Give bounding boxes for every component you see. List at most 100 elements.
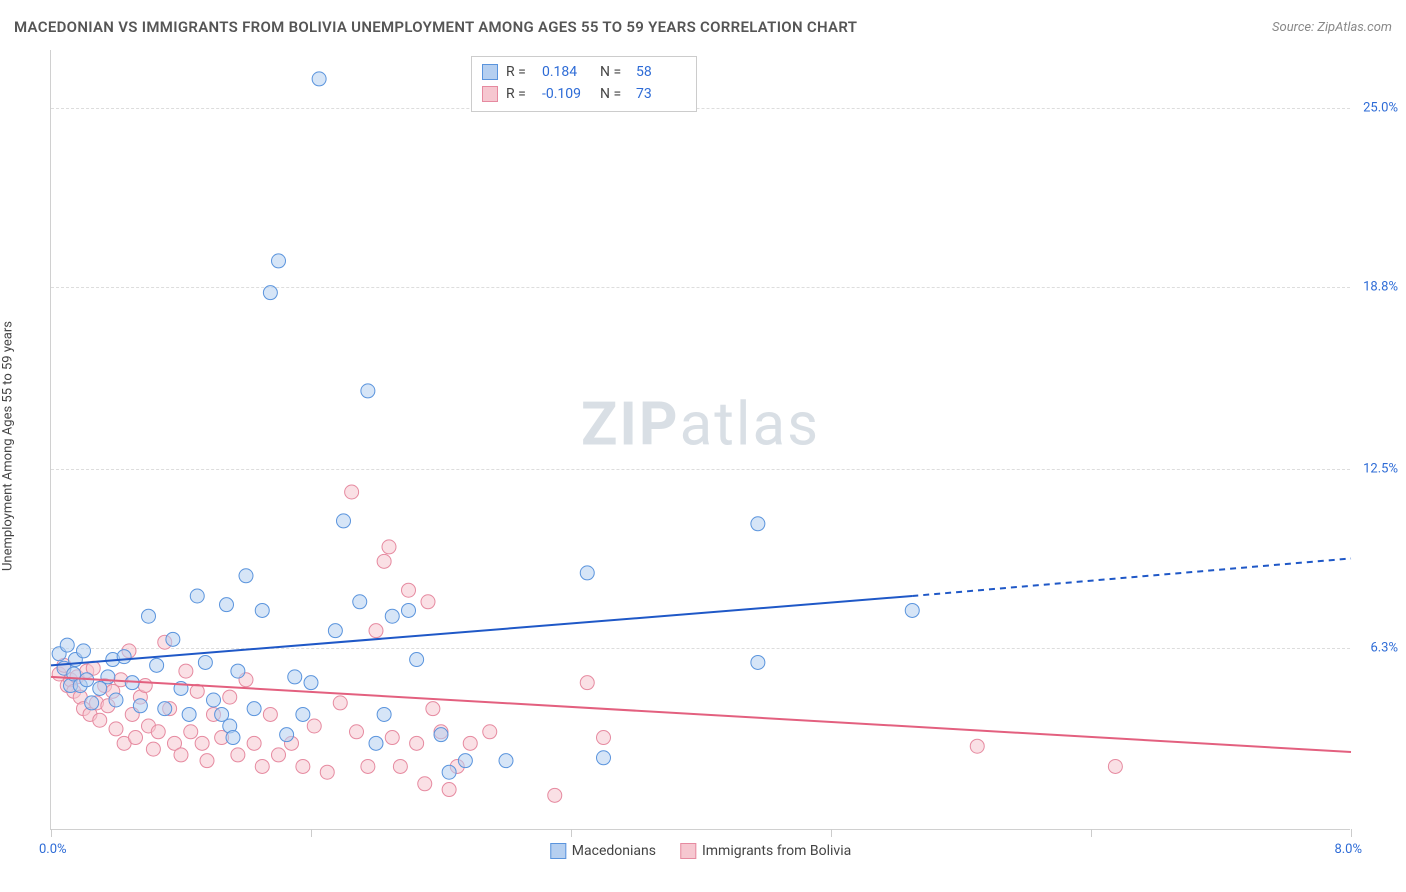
legend-swatch bbox=[482, 64, 498, 80]
scatter-point bbox=[138, 679, 152, 693]
scatter-point bbox=[207, 693, 221, 707]
legend-item: Macedonians bbox=[550, 843, 656, 859]
scatter-point bbox=[483, 725, 497, 739]
scatter-point bbox=[307, 719, 321, 733]
legend-swatch bbox=[482, 86, 498, 102]
stat-r-label: R = bbox=[506, 64, 534, 80]
scatter-point bbox=[463, 736, 477, 750]
scatter-point bbox=[410, 653, 424, 667]
scatter-point bbox=[272, 748, 286, 762]
scatter-point bbox=[226, 731, 240, 745]
scatter-point bbox=[142, 609, 156, 623]
scatter-point bbox=[158, 702, 172, 716]
scatter-point bbox=[239, 569, 253, 583]
scatter-point bbox=[426, 702, 440, 716]
scatter-point bbox=[60, 638, 74, 652]
scatter-point bbox=[385, 731, 399, 745]
scatter-point bbox=[458, 754, 472, 768]
scatter-point bbox=[337, 514, 351, 528]
regression-line bbox=[51, 596, 912, 665]
scatter-point bbox=[93, 713, 107, 727]
chart-title: MACEDONIAN VS IMMIGRANTS FROM BOLIVIA UN… bbox=[14, 18, 857, 36]
scatter-point bbox=[442, 783, 456, 797]
scatter-point bbox=[970, 739, 984, 753]
x-tick bbox=[831, 829, 832, 837]
stat-r-label: R = bbox=[506, 86, 534, 102]
scatter-point bbox=[361, 384, 375, 398]
scatter-point bbox=[393, 759, 407, 773]
legend-item: Immigrants from Bolivia bbox=[680, 843, 851, 859]
scatter-point bbox=[133, 699, 147, 713]
plot-area: ZIPatlas 6.3%12.5%18.8%25.0% R =0.184N =… bbox=[50, 50, 1350, 830]
scatter-point bbox=[184, 725, 198, 739]
scatter-point bbox=[231, 748, 245, 762]
scatter-point bbox=[117, 650, 131, 664]
scatter-point bbox=[434, 728, 448, 742]
scatter-point bbox=[353, 595, 367, 609]
scatter-point bbox=[109, 693, 123, 707]
scatter-point bbox=[77, 644, 91, 658]
stat-n-value: 58 bbox=[636, 64, 686, 80]
scatter-point bbox=[548, 788, 562, 802]
y-right-label: 12.5% bbox=[1363, 461, 1398, 476]
scatter-point bbox=[905, 603, 919, 617]
stat-box: R = 0.184 N = 58 R = -0.109 N = 73 bbox=[471, 56, 697, 112]
scatter-point bbox=[442, 765, 456, 779]
scatter-point bbox=[220, 598, 234, 612]
scatter-point bbox=[597, 731, 611, 745]
scatter-point bbox=[333, 696, 347, 710]
legend-swatch bbox=[550, 843, 566, 859]
scatter-point bbox=[195, 736, 209, 750]
scatter-point bbox=[1108, 759, 1122, 773]
scatter-point bbox=[182, 707, 196, 721]
legend-label: Immigrants from Bolivia bbox=[702, 843, 851, 859]
stat-r-value: 0.184 bbox=[542, 64, 592, 80]
scatter-point bbox=[751, 655, 765, 669]
stat-row: R = 0.184 N = 58 bbox=[482, 61, 686, 83]
y-right-label: 25.0% bbox=[1363, 100, 1398, 115]
stat-n-value: 73 bbox=[636, 86, 686, 102]
scatter-point bbox=[109, 722, 123, 736]
scatter-point bbox=[247, 736, 261, 750]
stat-n-label: N = bbox=[600, 64, 628, 80]
scatter-point bbox=[288, 670, 302, 684]
scatter-point bbox=[150, 658, 164, 672]
scatter-point bbox=[382, 540, 396, 554]
regression-line bbox=[51, 677, 1351, 752]
scatter-point bbox=[296, 759, 310, 773]
scatter-point bbox=[272, 254, 286, 268]
scatter-point bbox=[320, 765, 334, 779]
legend-swatch bbox=[680, 843, 696, 859]
y-right-label: 6.3% bbox=[1370, 641, 1398, 656]
x-max-label: 8.0% bbox=[1334, 842, 1362, 857]
scatter-point bbox=[263, 286, 277, 300]
regression-line-dashed bbox=[912, 558, 1351, 596]
scatter-point bbox=[597, 751, 611, 765]
stat-r-value: -0.109 bbox=[542, 86, 592, 102]
scatter-point bbox=[345, 485, 359, 499]
legend: Macedonians Immigrants from Bolivia bbox=[550, 843, 851, 859]
scatter-point bbox=[377, 554, 391, 568]
x-tick bbox=[1351, 829, 1352, 837]
scatter-point bbox=[200, 754, 214, 768]
scatter-point bbox=[129, 731, 143, 745]
scatter-point bbox=[361, 759, 375, 773]
stat-n-label: N = bbox=[600, 86, 628, 102]
scatter-point bbox=[312, 72, 326, 86]
stat-row: R = -0.109 N = 73 bbox=[482, 83, 686, 105]
scatter-point bbox=[190, 589, 204, 603]
scatter-point bbox=[328, 624, 342, 638]
scatter-point bbox=[166, 632, 180, 646]
y-axis-label: Unemployment Among Ages 55 to 59 years bbox=[1, 321, 16, 571]
scatter-point bbox=[280, 728, 294, 742]
scatter-point bbox=[580, 676, 594, 690]
scatter-point bbox=[151, 725, 165, 739]
scatter-point bbox=[85, 696, 99, 710]
scatter-point bbox=[101, 670, 115, 684]
scatter-point bbox=[179, 664, 193, 678]
scatter-point bbox=[296, 707, 310, 721]
scatter-point bbox=[174, 748, 188, 762]
scatter-point bbox=[402, 583, 416, 597]
x-tick bbox=[51, 829, 52, 837]
scatter-point bbox=[421, 595, 435, 609]
